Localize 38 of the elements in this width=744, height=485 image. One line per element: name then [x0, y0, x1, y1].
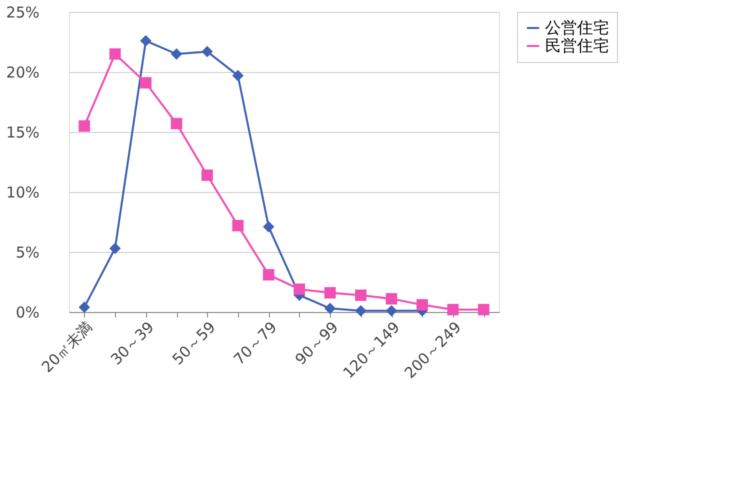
point — [232, 70, 244, 82]
point — [202, 170, 213, 181]
x-tick-label: 200～249 — [400, 318, 465, 382]
x-tick-label: 120～149 — [339, 318, 404, 382]
point — [109, 242, 121, 254]
point — [78, 302, 90, 313]
y-tick-label: 5% — [16, 244, 40, 262]
point — [232, 220, 244, 232]
point — [324, 287, 336, 298]
x-tick-label: 50～59 — [168, 318, 220, 368]
legend-label: 公営住宅 — [545, 18, 609, 37]
x-tick-label: 90～99 — [292, 318, 342, 368]
point — [386, 305, 398, 316]
point — [416, 299, 428, 310]
point — [324, 302, 336, 314]
point — [294, 284, 306, 295]
y-tick-label: 25% — [6, 4, 40, 22]
point — [109, 48, 121, 60]
x-tick-label: 70～79 — [230, 318, 280, 368]
point — [78, 120, 90, 132]
y-tick-label: 0% — [16, 304, 40, 322]
legend-label: 民営住宅 — [545, 36, 609, 55]
point — [478, 304, 490, 316]
y-tick-label: 10% — [6, 184, 40, 202]
point — [170, 118, 182, 130]
point — [262, 221, 274, 232]
point — [140, 77, 152, 88]
point — [262, 269, 274, 280]
y-tick-label: 15% — [6, 124, 40, 142]
point — [386, 293, 398, 304]
point — [202, 46, 213, 58]
y-tick-label: 20% — [6, 64, 40, 82]
point — [140, 35, 152, 46]
point — [170, 48, 182, 60]
point — [355, 305, 366, 316]
point — [447, 304, 459, 316]
point — [355, 290, 366, 301]
x-tick-label: 30～39 — [107, 318, 158, 368]
